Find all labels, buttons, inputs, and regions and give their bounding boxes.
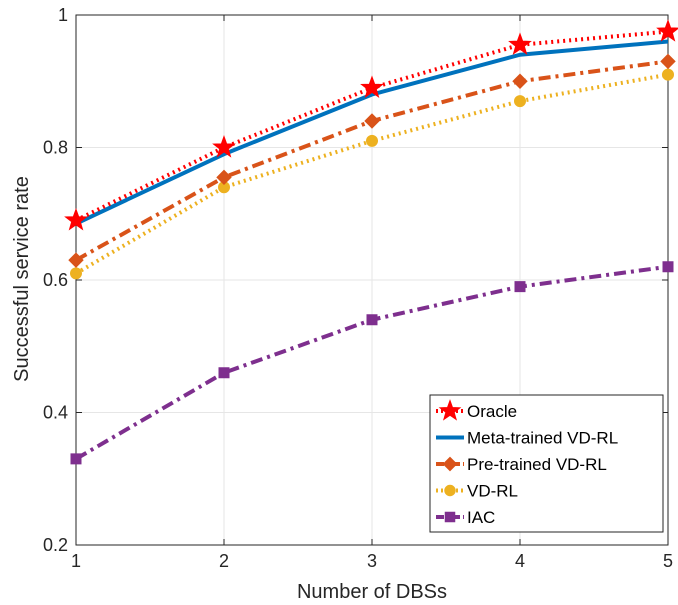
legend-label: Meta-trained VD-RL <box>467 429 618 448</box>
legend-entry: Meta-trained VD-RL <box>436 429 618 448</box>
series-pre-trained-vd-rl <box>68 53 676 268</box>
data-point <box>662 261 674 273</box>
legend-marker <box>442 456 458 472</box>
data-point <box>662 68 674 81</box>
x-tick-label: 1 <box>71 551 81 571</box>
x-tick-label: 4 <box>515 551 525 571</box>
x-tick-label: 5 <box>663 551 673 571</box>
plot-axes <box>75 14 669 546</box>
data-point <box>660 53 676 70</box>
y-tick-label: 0.4 <box>43 403 68 423</box>
legend-label: IAC <box>467 508 495 527</box>
data-point <box>70 453 82 465</box>
legend-entry: Oracle <box>436 399 517 421</box>
legend-label: Oracle <box>467 402 517 421</box>
data-point <box>212 135 236 158</box>
series-vd-rl <box>70 68 674 280</box>
y-tick-label: 0.2 <box>43 535 68 555</box>
legend: Oracle Meta-trained VD-RL Pre-trained VD-R… <box>429 394 664 533</box>
data-point <box>364 113 380 129</box>
data-point <box>360 75 384 98</box>
data-point <box>514 95 526 108</box>
legend-marker <box>438 399 462 421</box>
legend-label: VD-RL <box>467 482 518 501</box>
data-point <box>512 73 528 89</box>
data-point <box>508 32 532 55</box>
data-point <box>216 169 232 186</box>
series-line <box>74 72 669 276</box>
x-axis-label: Number of DBSs <box>297 581 447 603</box>
legend-entry: Pre-trained VD-RL <box>436 455 607 474</box>
y-tick-label: 1 <box>58 5 68 25</box>
data-point <box>656 19 678 42</box>
legend-marker <box>444 484 456 497</box>
series-line <box>75 39 669 226</box>
data-point <box>514 281 526 293</box>
y-tick-label: 0.8 <box>43 138 68 158</box>
legend-marker <box>444 511 456 523</box>
tick-labels: 1 2 3 4 5 0.2 0.4 0.6 0.8 1 <box>43 5 673 571</box>
data-point <box>68 252 84 268</box>
series-iac <box>70 261 674 465</box>
y-axis-label: Successful service rate <box>11 176 33 382</box>
y-tick-label: 0.6 <box>43 270 68 290</box>
x-tick-label: 2 <box>219 551 229 571</box>
legend-entry: VD-RL <box>436 482 518 501</box>
data-point <box>218 367 230 379</box>
x-tick-label: 3 <box>367 551 377 571</box>
legend-box <box>429 394 664 533</box>
data-point <box>366 134 378 147</box>
data-series <box>64 19 678 465</box>
legend-label: Pre-trained VD-RL <box>467 455 607 474</box>
data-point <box>64 207 88 231</box>
series-meta-trained-vd-rl <box>75 39 669 226</box>
data-point <box>70 267 82 280</box>
series-oracle <box>64 19 678 231</box>
legend-entry: IAC <box>436 508 495 527</box>
data-point <box>366 314 378 326</box>
